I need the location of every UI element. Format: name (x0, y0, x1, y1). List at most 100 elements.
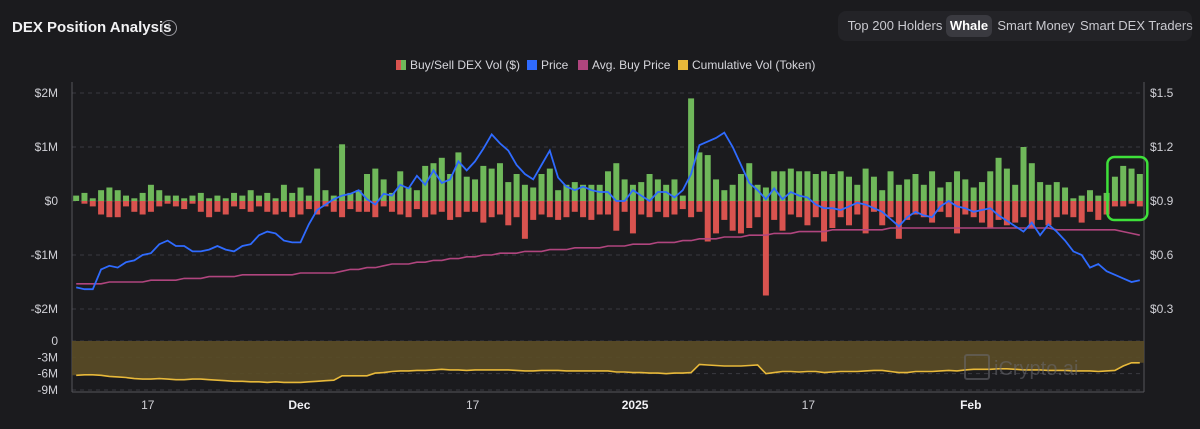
buy-bar (147, 184, 154, 201)
buy-bar (1037, 182, 1044, 201)
sell-bar (264, 201, 271, 212)
buy-bar (696, 152, 703, 201)
sell-bar (214, 201, 221, 212)
sell-bar (671, 201, 678, 215)
sell-bar (679, 201, 686, 210)
buy-bar (962, 179, 969, 201)
buy-bar (322, 190, 329, 201)
sell-bar (779, 201, 786, 231)
y-lower-tick-label: 0 (51, 334, 58, 348)
sell-bar (1012, 201, 1019, 223)
tab-top-200-holders[interactable]: Top 200 Holders (847, 18, 943, 33)
sell-bar (704, 201, 711, 242)
sell-bar (1062, 201, 1069, 215)
buy-bar (272, 198, 279, 201)
buy-bar (156, 190, 163, 201)
sell-bar (172, 201, 179, 207)
sell-bar (978, 201, 985, 223)
sell-bar (879, 201, 886, 226)
buy-bar (98, 190, 105, 201)
sell-bar (787, 201, 794, 215)
sell-bar (995, 201, 1002, 220)
sell-bar (646, 201, 653, 218)
sell-bar (1037, 201, 1044, 220)
buy-bar (821, 171, 828, 201)
sell-bar (970, 201, 977, 218)
sell-bar (380, 201, 387, 207)
sell-bar (721, 201, 728, 220)
sell-bar (388, 201, 395, 212)
sell-bar (89, 201, 96, 207)
sell-bar (272, 201, 279, 215)
buy-bar (571, 182, 578, 201)
sell-bar (696, 201, 703, 212)
tab-smart-money[interactable]: Smart Money (997, 18, 1075, 33)
y-right-tick-label: $0.3 (1150, 302, 1174, 316)
buy-bar (264, 192, 271, 201)
sell-bar (887, 201, 894, 218)
sell-bar (114, 201, 121, 218)
y-right-tick-label: $0.9 (1150, 194, 1174, 208)
y-left-tick-label: -$1M (31, 248, 58, 262)
sell-bar (164, 201, 171, 204)
sell-bar (754, 201, 761, 218)
sell-bar (688, 201, 695, 218)
buy-bar (929, 171, 936, 201)
sell-bar (638, 201, 645, 215)
cumulative-volume-panel (72, 341, 1144, 384)
buy-bar (837, 171, 844, 201)
sell-bar (1128, 201, 1135, 204)
sell-bar (1120, 201, 1127, 207)
price-swatch-icon (527, 60, 537, 70)
x-tick-label: 17 (141, 398, 155, 412)
tab-smart-dex-traders[interactable]: Smart DEX Traders (1080, 18, 1193, 33)
buy-bar (521, 184, 528, 201)
buy-bar (305, 195, 312, 201)
buy-bar (646, 174, 653, 201)
legend-item-cumulative-vol[interactable]: Cumulative Vol (Token) (678, 58, 815, 72)
buy-bar (388, 192, 395, 201)
tab-whale[interactable]: Whale (946, 15, 992, 37)
sell-bar (131, 201, 138, 212)
buy-bar (181, 198, 188, 201)
buy-bar (945, 182, 952, 201)
buy-bar (380, 179, 387, 201)
chart-legend: Buy/Sell DEX Vol ($) Price Avg. Buy Pric… (0, 56, 1200, 74)
buy-bar (987, 171, 994, 201)
y-left-tick-label: $1M (35, 140, 58, 154)
buy-bar (879, 190, 886, 201)
legend-item-price[interactable]: Price (527, 58, 568, 72)
buy-bar (347, 192, 354, 201)
buy-bar (81, 192, 88, 201)
sell-bar (771, 201, 778, 220)
highlight-box (1106, 155, 1149, 222)
info-circle-icon[interactable]: i (161, 20, 177, 36)
buy-bar (480, 165, 487, 201)
buy-bar (771, 171, 778, 201)
buy-bar (339, 144, 346, 201)
x-tick-label: 17 (466, 398, 480, 412)
buy-bar (189, 195, 196, 201)
buy-bar (1136, 174, 1143, 201)
buy-bar (796, 171, 803, 201)
sell-bar (854, 201, 861, 215)
buy-bar (580, 184, 587, 201)
buy-bar (904, 179, 911, 201)
buy-bar (804, 171, 811, 201)
y-lower-tick-label: -3M (37, 350, 58, 364)
sell-bar (870, 201, 877, 212)
legend-item-buy-sell[interactable]: Buy/Sell DEX Vol ($) (396, 58, 520, 72)
sell-bar (862, 201, 869, 234)
buy-bar (1012, 184, 1019, 201)
legend-item-avg-buy-price[interactable]: Avg. Buy Price (578, 58, 670, 72)
price-lines (76, 131, 1140, 291)
sell-bar (123, 201, 130, 207)
sell-bar (314, 201, 321, 215)
watermark: iCrypto.ai (964, 354, 1078, 381)
buy-bar (206, 198, 213, 201)
buy-bar (114, 190, 121, 201)
x-tick-label: 2025 (622, 398, 649, 412)
buy-bar (472, 179, 479, 201)
sell-bar (156, 201, 163, 207)
